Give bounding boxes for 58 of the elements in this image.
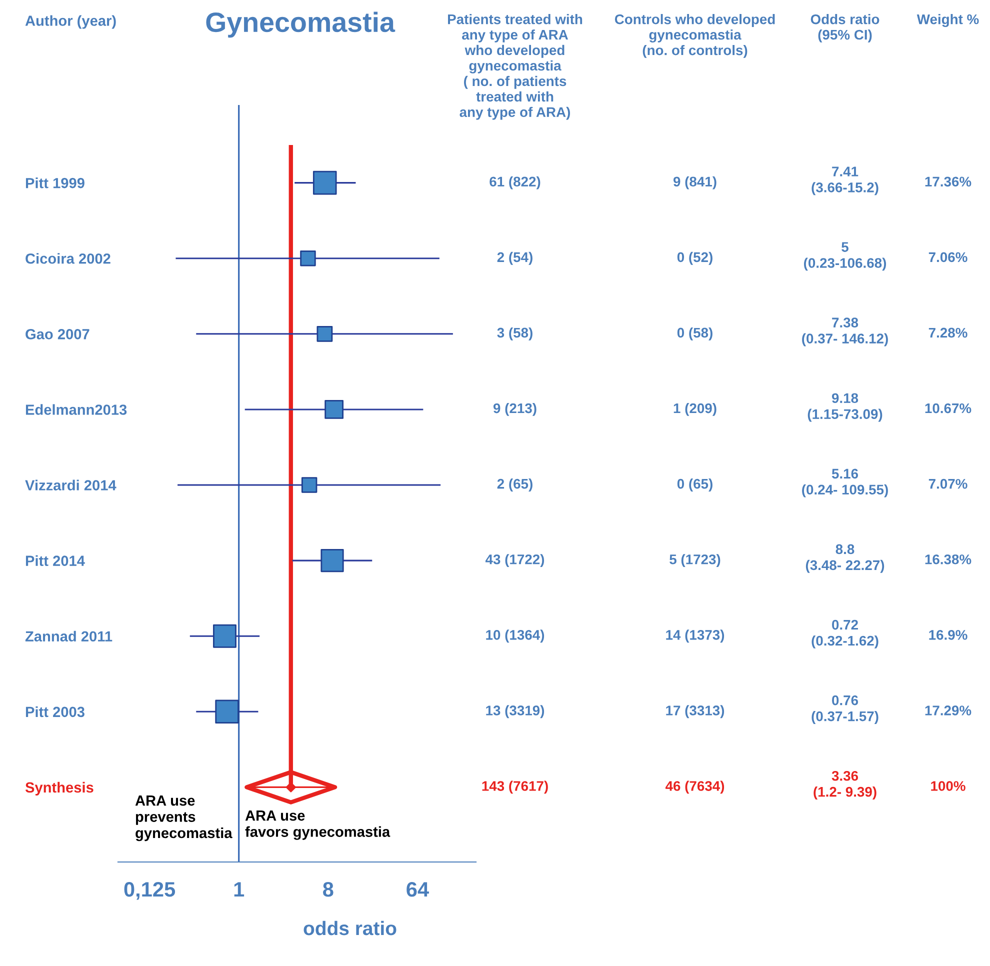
text: 1 (209) bbox=[674, 402, 716, 416]
text: 43 (1722) bbox=[485, 554, 544, 568]
text: 17 (3313) bbox=[666, 705, 724, 718]
y-tick-label: Cicoira 2002 bbox=[26, 253, 110, 264]
x-axis-title: odds ratio bbox=[304, 920, 396, 936]
y-tick-label: Gao 2007 bbox=[26, 329, 90, 340]
text: 16.9% bbox=[929, 630, 968, 640]
text: 0.76 (0.37-1.57) bbox=[812, 695, 878, 724]
text: 5.16 (0.24- 109.55) bbox=[802, 468, 888, 498]
x-tick-label: 64 bbox=[406, 882, 429, 897]
y-tick-label: Pitt 1999 bbox=[26, 178, 84, 188]
text: Patients treated with any type of ARA who developed gynecomastia ( no. of patients treated with any type of ARA) bbox=[448, 14, 582, 120]
y-tick-label: Pitt 2003 bbox=[26, 706, 84, 718]
text: 17.29% bbox=[925, 706, 972, 716]
text: 3.36 (1.2- 9.39) bbox=[814, 770, 876, 800]
x-tick-label: 0,125 bbox=[124, 882, 176, 900]
annotation: ARA use prevents gynecomastia bbox=[135, 796, 232, 842]
text: 7.41 (3.66-15.2) bbox=[812, 166, 878, 196]
text: Odds ratio (95% CI) bbox=[810, 14, 880, 42]
text: 0 (52) bbox=[677, 252, 712, 265]
y-tick-label: Edelmann2013 bbox=[26, 404, 127, 415]
annotation: ARA use favors gynecomastia bbox=[245, 810, 390, 840]
text: 5 (0.23-106.68) bbox=[804, 242, 886, 271]
text: 46 (7634) bbox=[665, 780, 724, 794]
text: 0.72 (0.32-1.62) bbox=[812, 620, 878, 648]
y-tick-label: Vizzardi 2014 bbox=[25, 480, 116, 490]
x-tick-label: 1 bbox=[234, 882, 244, 897]
y-tick-label: Zannad 2011 bbox=[25, 630, 112, 642]
text: 2 (54) bbox=[497, 252, 532, 265]
text: 2 (65) bbox=[497, 478, 532, 492]
text: 0 (65) bbox=[677, 478, 712, 492]
text: 7.28% bbox=[928, 328, 968, 338]
text: 13 (3319) bbox=[486, 705, 544, 718]
x-tick-label: 8 bbox=[323, 882, 334, 897]
text: Controls who developed gynecomastia (no. of controls) bbox=[614, 14, 775, 58]
text: 14 (1373) bbox=[666, 630, 724, 643]
text: 61 (822) bbox=[490, 176, 540, 190]
text: 16.38% bbox=[925, 554, 972, 564]
text: 143 (7617) bbox=[482, 780, 548, 794]
text: 17.36% bbox=[925, 176, 972, 187]
text: 10 (1364) bbox=[486, 630, 544, 643]
y-tick-label: Pitt 2014 bbox=[26, 555, 85, 566]
text: 100% bbox=[931, 781, 966, 791]
text: 9.18 (1.15-73.09) bbox=[808, 393, 882, 422]
chart-title: Gynecomastia bbox=[206, 12, 396, 38]
text: 7.06% bbox=[928, 252, 968, 262]
text: 5 (1723) bbox=[670, 554, 720, 568]
text: 7.38 (0.37- 146.12) bbox=[802, 318, 888, 346]
y-tick-label: Synthesis bbox=[25, 782, 94, 796]
text: 9 (213) bbox=[493, 402, 536, 416]
text: 9 (841) bbox=[673, 176, 716, 190]
text: 10.67% bbox=[925, 403, 972, 414]
text: 3 (58) bbox=[497, 327, 532, 340]
text: Author (year) bbox=[25, 15, 116, 29]
text: 0 (58) bbox=[677, 327, 712, 340]
text: 7.07% bbox=[928, 478, 968, 489]
text: Weight % bbox=[916, 14, 979, 28]
text: 8.8 (3.48- 22.27) bbox=[806, 544, 884, 573]
